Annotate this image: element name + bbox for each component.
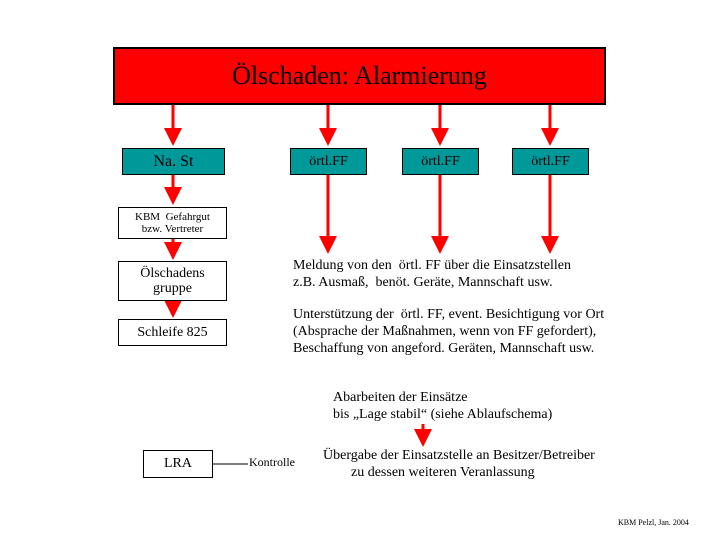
text-footer: KBM Pelzl, Jan. 2004 bbox=[618, 518, 718, 528]
text-abarbeiten: Abarbeiten der Einsätze bis „Lage stabil… bbox=[333, 390, 663, 424]
na-st-label: Na. St bbox=[154, 153, 194, 171]
node-oertl-ff-1: örtl.FF bbox=[290, 148, 367, 175]
lra-label: LRA bbox=[164, 456, 192, 471]
ff2-label: örtl.FF bbox=[421, 154, 460, 169]
node-na-st: Na. St bbox=[122, 148, 225, 175]
node-lra: LRA bbox=[143, 450, 213, 478]
kbm-label: KBM Gefahrgut bzw. Vertreter bbox=[135, 211, 210, 235]
node-oertl-ff-2: örtl.FF bbox=[402, 148, 479, 175]
title-label: Ölschaden: Alarmierung bbox=[232, 62, 487, 91]
title-box: Ölschaden: Alarmierung bbox=[113, 47, 606, 105]
oelgruppe-label: Ölschadens gruppe bbox=[140, 266, 205, 297]
ff1-label: örtl.FF bbox=[309, 154, 348, 169]
text-kontrolle: Kontrolle bbox=[249, 455, 319, 469]
schleife-label: Schleife 825 bbox=[137, 325, 207, 340]
text-uebergabe: Übergabe der Einsatzstelle an Besitzer/B… bbox=[323, 448, 673, 482]
text-meldung: Meldung von den örtl. FF über die Einsat… bbox=[293, 258, 613, 292]
node-oelschadensgruppe: Ölschadens gruppe bbox=[118, 261, 227, 301]
text-unterstuetzung: Unterstützung der örtl. FF, event. Besic… bbox=[293, 307, 653, 357]
node-schleife-825: Schleife 825 bbox=[118, 319, 227, 346]
ff3-label: örtl.FF bbox=[531, 154, 570, 169]
node-oertl-ff-3: örtl.FF bbox=[512, 148, 589, 175]
node-kbm-gefahrgut: KBM Gefahrgut bzw. Vertreter bbox=[118, 207, 227, 239]
